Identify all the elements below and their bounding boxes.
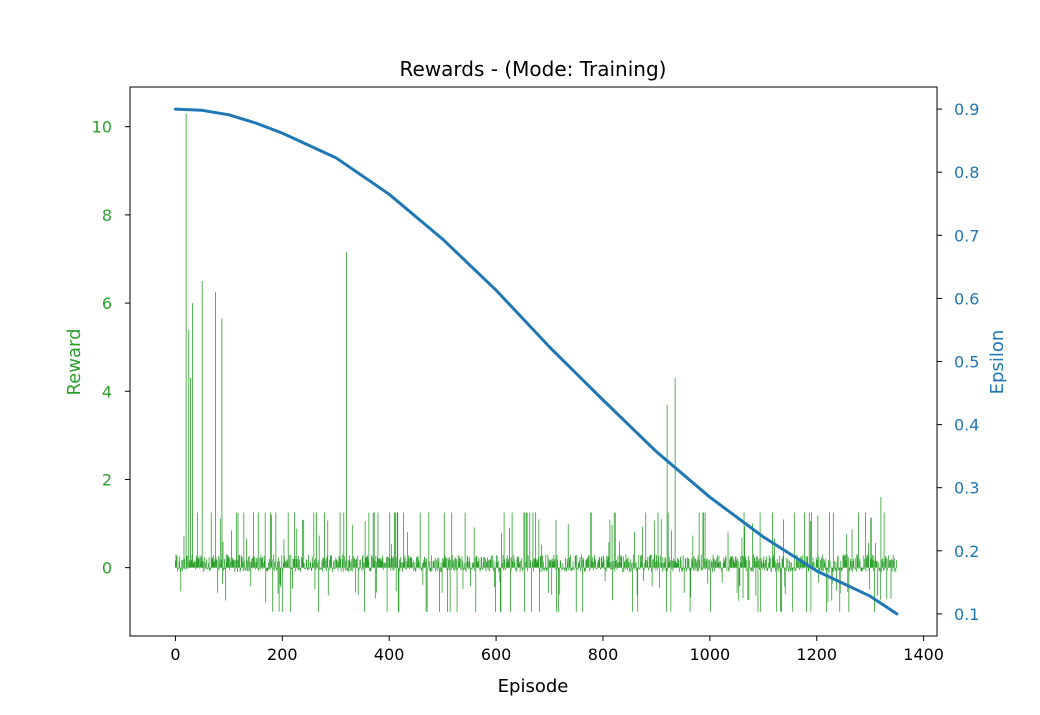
y2-tick-label: 0.8 — [954, 163, 979, 182]
x-tick-label: 1200 — [796, 645, 837, 664]
x-tick-label: 0 — [170, 645, 180, 664]
y2-tick-label: 0.2 — [954, 542, 979, 561]
y-tick-label: 8 — [102, 206, 112, 225]
y2-axis-ticks: 0.1 0.2 0.3 0.4 0.5 0.6 0.7 0.8 0.9 — [937, 100, 979, 624]
epsilon-series — [173, 107, 899, 616]
x-axis-label: Episode — [498, 676, 569, 697]
x-axis-ticks: 0 200 400 600 800 1000 1200 1400 — [170, 636, 944, 664]
reward-bars — [175, 113, 897, 612]
y-tick-label: 10 — [92, 118, 112, 137]
x-tick-label: 400 — [374, 645, 405, 664]
x-tick-label: 1000 — [690, 645, 731, 664]
x-tick-label: 200 — [267, 645, 298, 664]
y2-tick-label: 0.1 — [954, 605, 979, 624]
y2-tick-label: 0.9 — [954, 100, 979, 119]
y2-axis-label: Epsilon — [987, 330, 1008, 395]
x-tick-label: 1400 — [903, 645, 944, 664]
y2-tick-label: 0.5 — [954, 353, 979, 372]
y-tick-label: 6 — [102, 294, 112, 313]
y2-tick-label: 0.4 — [954, 416, 979, 435]
x-tick-label: 600 — [481, 645, 512, 664]
y2-tick-label: 0.3 — [954, 479, 979, 498]
x-tick-label: 800 — [588, 645, 619, 664]
y2-tick-label: 0.7 — [954, 226, 979, 245]
y-tick-label: 2 — [102, 470, 112, 489]
y-tick-label: 4 — [102, 382, 112, 401]
y-tick-label: 0 — [102, 559, 112, 578]
y2-tick-label: 0.6 — [954, 289, 979, 308]
y-axis-label: Reward — [64, 328, 85, 395]
chart-title: Rewards - (Mode: Training) — [400, 57, 667, 81]
epsilon-line — [173, 107, 899, 616]
y-axis-ticks: 0 2 4 6 8 10 — [92, 118, 130, 578]
